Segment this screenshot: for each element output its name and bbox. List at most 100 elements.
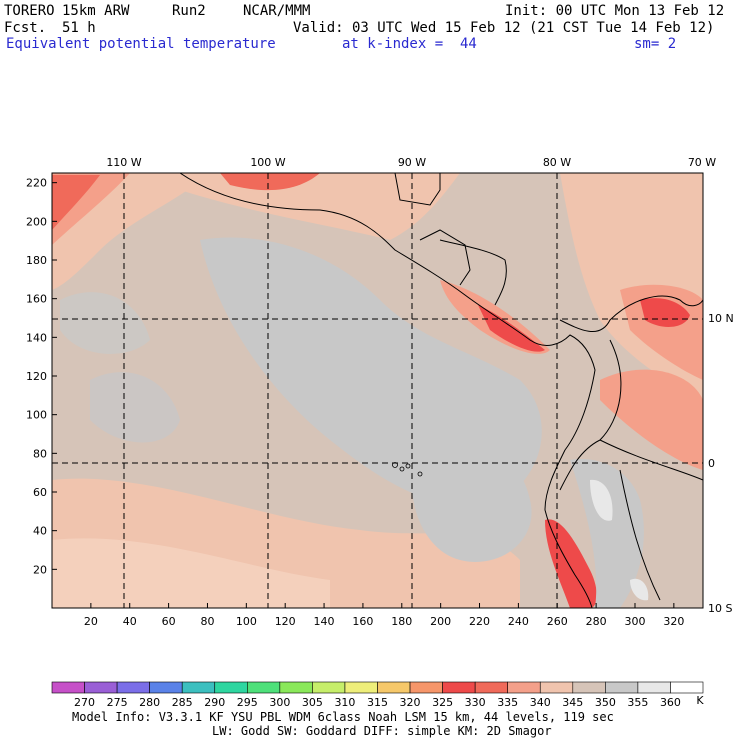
field-name: Equivalent potential temperature (6, 36, 276, 52)
colorbar-swatch (214, 681, 248, 694)
model-info-line1: Model Info: V3.3.1 KF YSU PBL WDM 6class… (72, 710, 614, 724)
y-tick-label: 40 (33, 525, 47, 538)
colorbar-swatch (605, 681, 639, 694)
lat-label-equator: 0 (708, 457, 715, 470)
field-grey-region-southeast (412, 442, 532, 562)
colorbar-swatch (670, 681, 704, 694)
y-tick-label: 180 (26, 254, 47, 267)
x-tick-label: 300 (624, 615, 645, 628)
colorbar-label: 355 (627, 696, 648, 709)
model-name: TORERO (4, 3, 55, 19)
x-tick-label: 280 (586, 615, 607, 628)
border-peru-brazil (599, 439, 703, 481)
colorbar-label: 275 (107, 696, 128, 709)
x-tick-label: 20 (84, 615, 98, 628)
galapagos-island-3 (405, 463, 411, 469)
field-peak-northeast (640, 298, 690, 327)
field-grey-region-center (200, 237, 542, 506)
y-tick-label: 120 (26, 370, 47, 383)
colorbar-label: 350 (595, 696, 616, 709)
colorbar-swatch (279, 681, 313, 694)
colorbar-swatch (637, 681, 671, 694)
x-tick-label: 260 (547, 615, 568, 628)
lat-label-10n: 10 N (708, 312, 734, 325)
field-peak-northwest (52, 175, 100, 230)
colorbar-label: 325 (432, 696, 453, 709)
coastline-caribbean-honduras (439, 239, 507, 306)
colorbar-swatch (51, 681, 85, 694)
y-tick-label: 200 (26, 215, 47, 228)
colorbar-label: 290 (204, 696, 225, 709)
lon-label-70w: 70 W (688, 156, 716, 169)
field-hot-costa-rica (478, 305, 545, 352)
x-tick-label: 60 (162, 615, 176, 628)
border-central-america (419, 229, 471, 286)
map-frame (51, 172, 704, 609)
colorbar-label: 270 (74, 696, 95, 709)
field-warm-band-south-inner (52, 538, 330, 608)
model-resolution: 15km ARW (62, 3, 130, 19)
colorbar-label: 310 (334, 696, 355, 709)
level-info: at k-index = 44 (342, 36, 477, 52)
field-white-andes (590, 479, 613, 521)
colorbar-label: 330 (465, 696, 486, 709)
forecast-label: Fcst. (4, 20, 47, 36)
x-tick-label: 140 (314, 615, 335, 628)
colorbar-swatch (312, 681, 346, 694)
colorbar-unit: K (696, 694, 704, 707)
colorbar-label: 295 (237, 696, 258, 709)
y-axis-ticks: 220 200 180 160 140 120 100 80 60 40 20 (26, 177, 57, 576)
x-tick-label: 240 (508, 615, 529, 628)
model-info-line2: LW: Godd SW: Goddard DIFF: simple KM: 2D… (212, 724, 552, 738)
y-tick-label: 100 (26, 409, 47, 422)
x-tick-label: 40 (123, 615, 137, 628)
colorbar-swatch (149, 681, 183, 694)
colorbar-label: 305 (302, 696, 323, 709)
x-tick-label: 200 (430, 615, 451, 628)
colorbar-label: 300 (269, 696, 290, 709)
colorbar-label: 360 (660, 696, 681, 709)
colorbar-swatch (247, 681, 281, 694)
x-axis-ticks: 20 40 60 80 100 120 140 160 180 200 220 240 260 280 30… (84, 603, 684, 628)
border-peru-bolivia (619, 469, 661, 601)
colorbar-swatch (116, 681, 150, 694)
field-hot-peru-coast (545, 519, 597, 608)
lon-label-90w: 90 W (398, 156, 426, 169)
field-warm-amazon (600, 369, 703, 470)
coastline-pacific (179, 173, 596, 608)
x-tick-label: 220 (469, 615, 490, 628)
y-tick-label: 80 (33, 447, 47, 460)
y-tick-label: 140 (26, 331, 47, 344)
colorbar-swatch (344, 681, 378, 694)
colorbar-label: 345 (562, 696, 583, 709)
y-tick-label: 60 (33, 486, 47, 499)
colorbar-swatch (409, 681, 443, 694)
smoothing-info: sm= 2 (634, 36, 677, 52)
lon-label-80w: 80 W (543, 156, 571, 169)
colorbar-label: 315 (367, 696, 388, 709)
field-hot-mexico-coast (220, 173, 320, 191)
lat-lon-grid (52, 173, 703, 608)
colorbar-swatch (181, 681, 216, 694)
y-tick-label: 160 (26, 293, 47, 306)
x-tick-label: 100 (236, 615, 257, 628)
colorbar-swatch (84, 681, 118, 694)
colorbar-swatch (507, 681, 541, 694)
colorbar-label: 320 (400, 696, 421, 709)
colorbar-swatch (377, 681, 411, 694)
init-time: Init: 00 UTC Mon 13 Feb 12 (505, 3, 725, 19)
valid-time: Valid: 03 UTC Wed 15 Feb 12 (21 CST Tue … (293, 20, 715, 36)
colorbar-swatch (474, 681, 508, 694)
y-tick-label: 220 (26, 177, 47, 190)
map-field (52, 173, 703, 608)
run-label: Run2 (172, 3, 206, 19)
x-tick-label: 160 (352, 615, 373, 628)
lon-label-110w: 110 W (106, 156, 141, 169)
x-tick-label: 120 (275, 615, 296, 628)
field-grey-region-northwest (60, 292, 150, 354)
colorbar-swatch (442, 681, 476, 694)
coastline-caribbean-south-america (559, 295, 703, 333)
colorbar-label: 285 (172, 696, 193, 709)
field-white-andes-south (630, 578, 649, 601)
